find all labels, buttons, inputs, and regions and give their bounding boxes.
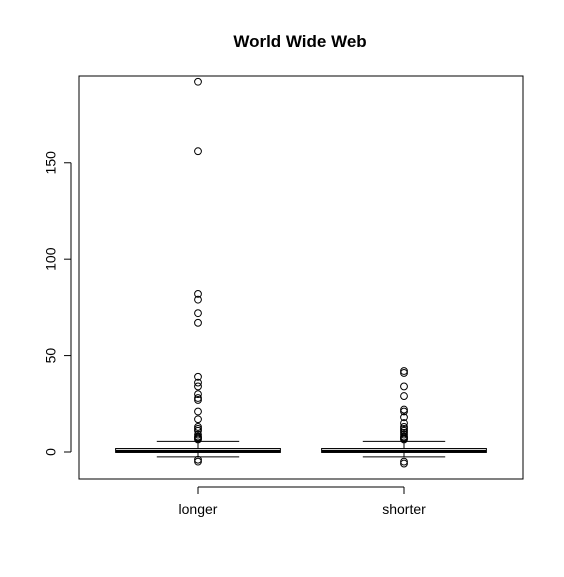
outlier-point xyxy=(400,367,408,375)
plot-frame xyxy=(78,75,524,480)
outlier-point xyxy=(194,382,202,391)
outlier-point xyxy=(400,423,408,431)
outlier-point xyxy=(194,77,202,86)
outlier-point xyxy=(194,309,202,318)
outlier-point xyxy=(400,424,408,433)
outlier-point xyxy=(194,390,202,399)
chart-title: World Wide Web xyxy=(233,32,366,51)
y-tick-label: 100 xyxy=(43,247,59,271)
outlier-point xyxy=(194,457,202,466)
outlier-point xyxy=(400,459,408,468)
outlier-point xyxy=(194,407,202,416)
outlier-point xyxy=(194,430,202,439)
outlier-point xyxy=(400,405,408,414)
x-axis: longer shorter xyxy=(179,486,426,517)
outlier-point xyxy=(194,378,202,387)
y-tick-label: 0 xyxy=(43,448,59,456)
outlier-point xyxy=(194,394,202,402)
x-tick-label: longer xyxy=(179,501,218,517)
outlier-point xyxy=(194,289,202,298)
x-tick-label: shorter xyxy=(382,501,426,517)
boxes xyxy=(115,77,487,468)
y-tick-label: 50 xyxy=(43,348,59,364)
outlier-point xyxy=(400,369,408,377)
outlier-point xyxy=(194,423,202,431)
outlier-point xyxy=(194,455,202,464)
outlier-point xyxy=(400,407,408,416)
outlier-point xyxy=(194,424,202,433)
outlier-point xyxy=(400,392,408,400)
outlier-point xyxy=(194,396,202,404)
box-shorter xyxy=(321,367,487,468)
outlier-point xyxy=(194,147,202,156)
outlier-point xyxy=(400,430,408,439)
outlier-point xyxy=(194,295,202,304)
outlier-point xyxy=(194,415,202,424)
outlier-point xyxy=(194,435,202,444)
outlier-point xyxy=(400,457,408,466)
outlier-point xyxy=(194,372,202,381)
outlier-point xyxy=(400,419,408,427)
y-tick-label: 150 xyxy=(43,151,59,175)
y-axis: 0 50 100 150 xyxy=(43,151,72,456)
outlier-point xyxy=(400,413,408,422)
outlier-point xyxy=(194,318,202,327)
outlier-point xyxy=(400,382,408,391)
outlier-point xyxy=(400,435,408,444)
box-longer xyxy=(115,77,281,466)
